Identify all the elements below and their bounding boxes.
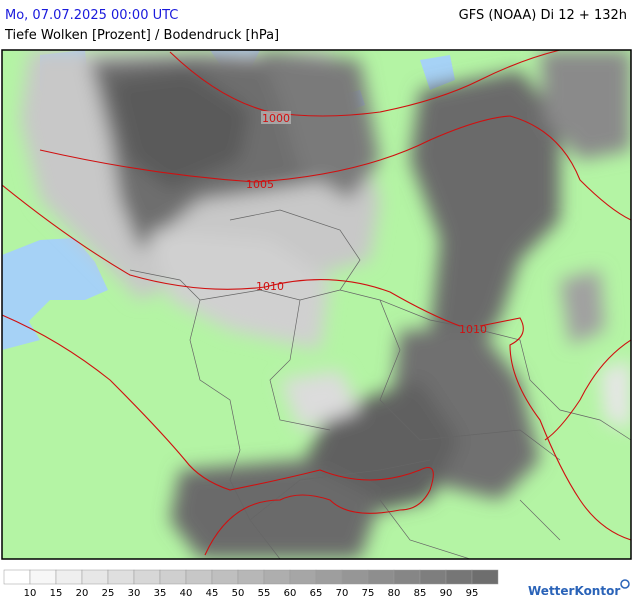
isobar-label: 1010 xyxy=(459,323,487,336)
logo-text: WetterKontor xyxy=(528,584,620,598)
legend-swatch xyxy=(263,569,291,585)
legend-label: 20 xyxy=(76,588,89,599)
legend-label: 15 xyxy=(50,588,63,599)
legend-swatch xyxy=(159,569,187,585)
legend-swatch xyxy=(393,569,421,585)
legend-swatch xyxy=(211,569,239,585)
legend-swatch xyxy=(185,569,213,585)
isobar-lines xyxy=(2,50,631,556)
legend-swatch xyxy=(81,569,109,585)
legend-swatch xyxy=(315,569,343,585)
datetime: Mo, 07.07.2025 00:00 UTC xyxy=(5,8,178,23)
legend-label: 45 xyxy=(206,588,219,599)
legend-swatch xyxy=(289,569,317,585)
legend-label: 25 xyxy=(102,588,115,599)
legend-label: 30 xyxy=(128,588,141,599)
isobar-label: 1010 xyxy=(256,280,284,293)
legend-swatch xyxy=(341,569,369,585)
legend-label: 85 xyxy=(414,588,427,599)
subtitle: Tiefe Wolken [Prozent] / Bodendruck [hPa… xyxy=(4,28,279,43)
legend-label: 70 xyxy=(336,588,349,599)
map-frame xyxy=(1,49,632,560)
model-run: GFS (NOAA) Di 12 + 132h xyxy=(459,8,627,23)
isobar-label: 1005 xyxy=(246,178,274,191)
legend-label: 35 xyxy=(154,588,167,599)
legend-label: 80 xyxy=(388,588,401,599)
legend-label: 90 xyxy=(440,588,453,599)
map: 1000 1005 1010 1010 xyxy=(2,50,631,559)
legend-swatch xyxy=(471,569,499,585)
borders xyxy=(129,209,631,559)
isobar-label: 1000 xyxy=(262,112,290,125)
legend-label: 95 xyxy=(466,588,479,599)
legend: 10 15 20 25 30 35 40 45 50 55 60 65 70 75 80 85 90 95 xyxy=(3,569,499,599)
legend-swatch xyxy=(133,569,161,585)
legend-swatch xyxy=(3,569,31,585)
legend-swatch xyxy=(55,569,83,585)
legend-swatch xyxy=(367,569,395,585)
legend-label: 55 xyxy=(258,588,271,599)
legend-label: 65 xyxy=(310,588,323,599)
legend-label: 75 xyxy=(362,588,375,599)
legend-label: 40 xyxy=(180,588,193,599)
isobar-labels: 1000 1005 1010 1010 xyxy=(246,111,487,336)
legend-label: 50 xyxy=(232,588,245,599)
legend-swatch xyxy=(107,569,135,585)
legend-swatch xyxy=(237,569,265,585)
legend-swatch xyxy=(419,569,447,585)
legend-swatch xyxy=(445,569,473,585)
legend-swatch xyxy=(29,569,57,585)
logo: WetterKontor xyxy=(528,579,630,598)
legend-label: 10 xyxy=(24,588,37,599)
legend-label: 60 xyxy=(284,588,297,599)
